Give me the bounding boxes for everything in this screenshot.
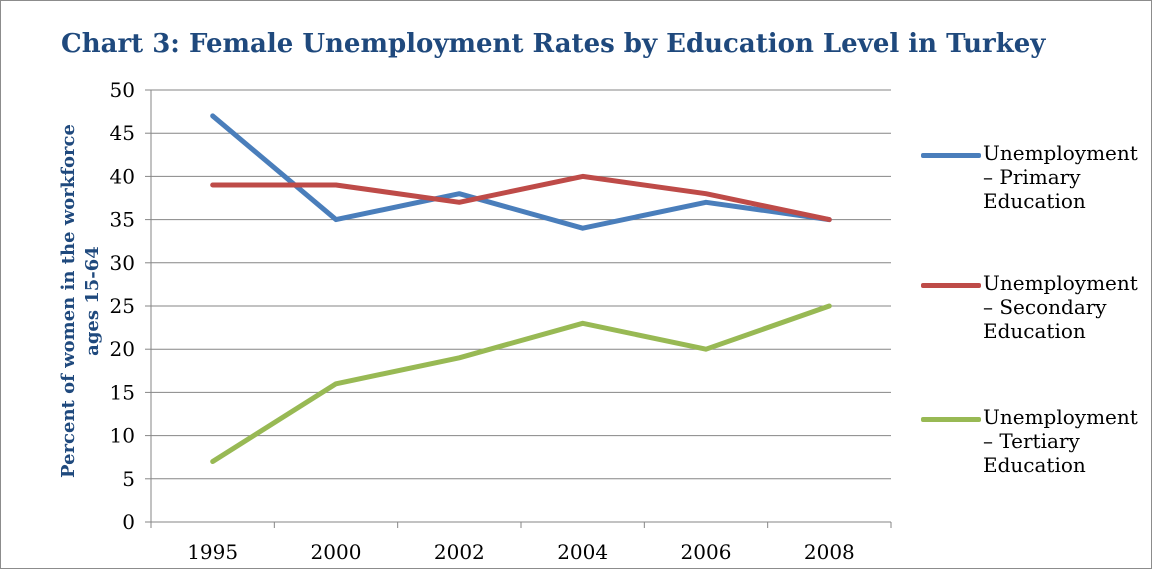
series-line-primary: [210, 113, 832, 231]
legend-label-tertiary-line-2: – Tertiary: [983, 429, 1080, 453]
x-tick-label: 2002: [434, 540, 485, 564]
y-tick-label: 10: [110, 424, 135, 448]
series-line-secondary: [210, 173, 832, 223]
legend-label-secondary: Unemployment – Secondary Education: [983, 271, 1148, 343]
y-tick-label: 45: [110, 121, 135, 145]
legend-label-primary-line-1: Unemployment: [983, 141, 1138, 165]
y-tick-label: 30: [110, 251, 135, 275]
legend-label-tertiary-line-3: Education: [983, 453, 1086, 477]
legend-label-secondary-line-2: – Secondary: [983, 295, 1107, 319]
series-line-tertiary: [210, 303, 832, 464]
x-tick-label: 2008: [804, 540, 855, 564]
x-tick-label: 1995: [187, 540, 238, 564]
legend-swatch-tertiary: [921, 417, 981, 422]
legend-label-primary-line-2: – Primary: [983, 165, 1081, 189]
y-tick-label: 5: [122, 467, 135, 491]
legend-label-primary-line-3: Education: [983, 189, 1086, 213]
y-tick-label: 25: [110, 294, 135, 318]
y-tick-label: 40: [110, 164, 135, 188]
y-tick-label: 20: [110, 337, 135, 361]
legend-label-secondary-line-1: Unemployment: [983, 271, 1138, 295]
legend-swatch-primary: [921, 153, 981, 158]
y-tick-label: 35: [110, 208, 135, 232]
y-tick-label: 0: [122, 510, 135, 534]
chart-title: Chart 3: Female Unemployment Rates by Ed…: [61, 29, 1046, 59]
legend-label-tertiary: Unemployment – Tertiary Education: [983, 405, 1148, 477]
legend-swatch-secondary: [921, 283, 981, 288]
y-tick-label: 50: [110, 78, 135, 102]
x-tick-label: 2000: [311, 540, 362, 564]
legend-label-secondary-line-3: Education: [983, 319, 1086, 343]
x-tick-label: 2004: [557, 540, 608, 564]
legend-label-tertiary-line-1: Unemployment: [983, 405, 1138, 429]
y-tick-label: 15: [110, 380, 135, 404]
x-tick-label: 2006: [681, 540, 732, 564]
legend-label-primary: Unemployment – Primary Education: [983, 141, 1148, 213]
